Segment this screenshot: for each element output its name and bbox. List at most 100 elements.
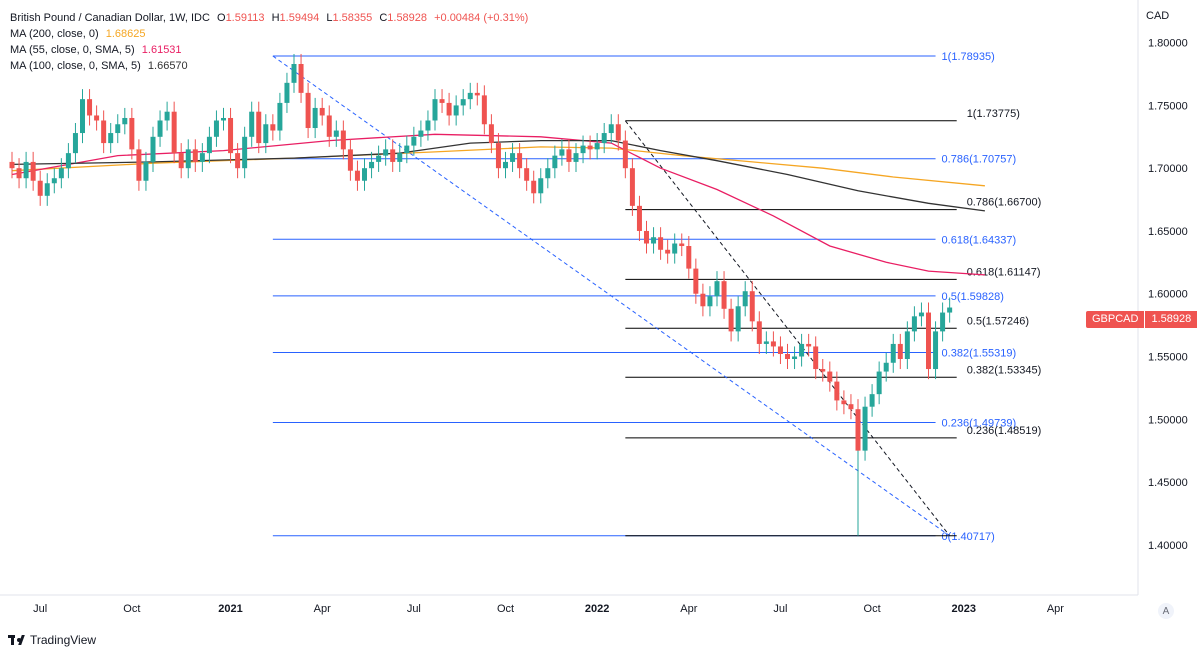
ma200-row[interactable]: MA (200, close, 0) 1.68625 [10,26,528,42]
candle-body [221,117,226,121]
y-tick-label: 1.45000 [1148,477,1188,489]
ma200-value: 1.68625 [105,28,146,40]
candle-body [686,246,692,269]
candle-body [16,168,22,179]
candle-body [651,237,657,244]
candle-body [679,243,685,247]
candle-body [312,107,318,129]
candle-body [862,406,868,451]
candle-body [587,145,593,150]
candle-body [326,115,332,137]
candle-body [150,136,156,162]
ma200-label: MA (200, close, 0) [10,28,99,40]
candle-body [749,291,755,322]
candle-body [636,205,642,231]
close-label: C [379,12,388,24]
candle-body [890,343,896,363]
ma100-row[interactable]: MA (100, close, 0, SMA, 5) 1.66570 [10,58,528,74]
candle-body [129,117,135,150]
candle-body [418,130,424,137]
candle-body [362,168,367,181]
candle-body [425,120,431,131]
candle-body [622,140,628,169]
fib-blue-label: 0.786(1.70757) [942,154,1017,166]
candle-body [728,308,734,332]
candle-body [573,153,579,162]
low-label: L [326,12,333,24]
branding[interactable]: TradingView [8,633,96,647]
tradingview-logo-icon [8,635,26,645]
candle-body [926,312,931,370]
candle-body [178,153,184,169]
candle-body [495,143,501,169]
candle-body [143,161,149,181]
close-value: 1.58928 [387,12,428,24]
candle-body [263,124,269,144]
candle-body [897,343,903,359]
candle-body [481,95,487,125]
fib-blue-label: 0.382(1.55319) [942,347,1017,359]
candle-body [305,92,311,129]
candle-body [277,102,283,131]
candle-body [488,124,494,144]
candle-body [270,124,276,131]
fib-black-label: 0.236(1.48519) [967,425,1042,437]
candle-body [453,105,459,116]
currency-label: CAD [1146,10,1170,22]
candle-body [827,371,833,382]
candle-body [108,133,114,144]
candle-body [608,124,614,134]
high-value: 1.59494 [279,12,320,24]
candle-body [721,281,727,309]
y-tick-label: 1.65000 [1148,226,1188,238]
candle-body [432,99,438,121]
candle-body [658,237,664,250]
high-label: H [271,12,280,24]
price-tag-value: 1.58928 [1145,311,1198,328]
x-tick-label: Oct [123,603,140,615]
candle-body [552,155,558,169]
candle-body [439,99,445,103]
x-tick-label: Jul [407,603,421,615]
candle-body [594,143,600,150]
candle-body [615,124,621,141]
x-tick-label: 2023 [952,603,976,615]
fib-blue-label: 0(1.40717) [942,531,995,543]
candle-body [383,149,389,156]
candle-body [777,346,783,354]
fib-black-label: 1(1.73775) [967,108,1020,120]
candle-body [333,130,339,137]
candle-body [122,117,128,125]
candle-body [460,99,466,106]
fib-black-label: 0.382(1.53345) [967,364,1042,376]
y-tick-label: 1.55000 [1148,351,1188,363]
y-tick-label: 1.60000 [1148,289,1188,301]
candle-body [192,149,198,162]
fib-blue-label: 0.236(1.49739) [942,418,1017,430]
candle-body [869,394,875,407]
candle-body [644,230,649,244]
candle-body [411,136,417,146]
candle-body [319,107,325,116]
candle-body [235,153,241,169]
x-tick-label: Jul [773,603,787,615]
x-tick-label: Apr [680,603,697,615]
candle-body [80,99,85,134]
auto-scale-button[interactable]: A [1158,603,1174,619]
ma55-value: 1.61531 [141,44,182,56]
candle-body [531,180,537,194]
y-tick-label: 1.75000 [1148,100,1188,112]
candle-body [213,120,219,137]
candle-body [841,400,847,405]
fib-black-label: 0.618(1.61147) [967,266,1041,278]
fib-black-label: 0.5(1.57246) [967,315,1029,327]
ohlc-row: British Pound / Canadian Dollar, 1W, IDC… [10,10,528,26]
ma55-row[interactable]: MA (55, close, 0, SMA, 5) 1.61531 [10,42,528,58]
x-tick-label: 2022 [585,603,609,615]
trend-line-blue [272,55,950,537]
candle-body [904,331,910,359]
low-value: 1.58355 [332,12,373,24]
last-price-tag: GBPCAD 1.58928 [1086,311,1198,328]
